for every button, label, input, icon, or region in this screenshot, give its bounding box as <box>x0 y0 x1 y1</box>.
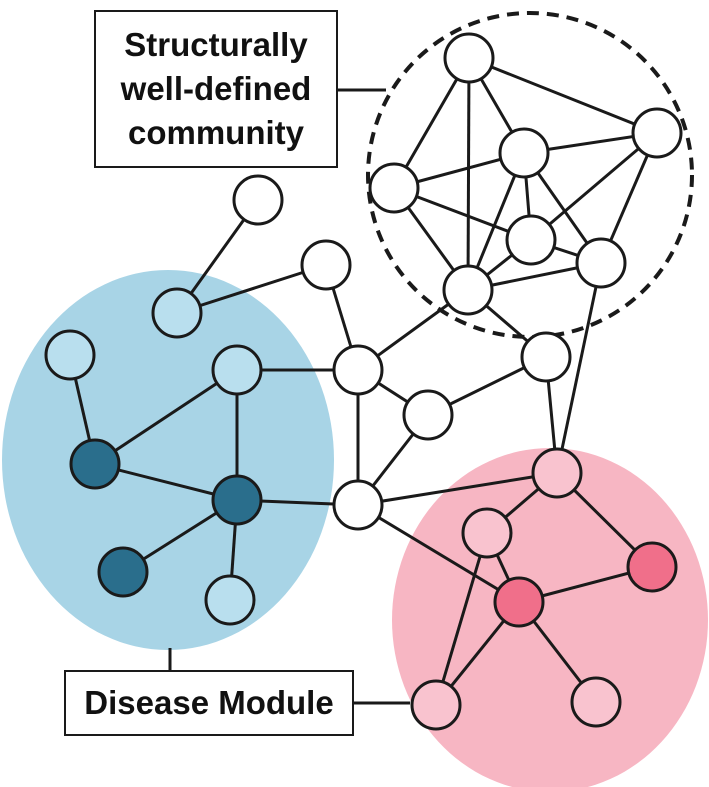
node-w6-white <box>332 479 384 531</box>
node-h1-hot-pink <box>493 576 545 628</box>
edge-c1-c5 <box>466 57 471 291</box>
edge-b1-d1 <box>94 368 238 466</box>
edge-c7-p4 <box>555 262 603 474</box>
edge-c2-c6 <box>530 131 658 242</box>
node-c7-white <box>575 237 627 289</box>
community-label-line-2: well-defined <box>120 70 312 107</box>
community-label-line-3: community <box>127 114 305 151</box>
disease-module-label: Disease Module <box>64 670 354 736</box>
node-b1-light-blue <box>211 344 263 396</box>
community-label: Structurally well-defined community <box>94 10 338 168</box>
node-p4-light-pink <box>531 447 583 499</box>
node-w1-white <box>232 174 284 226</box>
node-p2-light-pink <box>410 679 462 731</box>
edge-p1-p2 <box>434 532 489 706</box>
nodes-layer <box>44 32 683 731</box>
disease-module-pink-region <box>392 448 708 787</box>
node-c3-white <box>498 127 550 179</box>
edge-w6-p4 <box>357 471 558 507</box>
node-b3-light-blue <box>204 574 256 626</box>
node-c1-white <box>443 32 495 84</box>
node-w4-white <box>402 389 454 441</box>
community-label-line-1: Structurally <box>124 26 308 63</box>
node-b4-light-blue <box>151 287 203 339</box>
node-p3-light-pink <box>570 676 622 728</box>
node-h2-hot-pink <box>626 541 678 593</box>
node-d2-dark-teal <box>211 474 263 526</box>
node-w2-white <box>300 239 352 291</box>
edge-c1-c2 <box>468 56 658 135</box>
edge-b4-w2 <box>176 263 327 315</box>
node-w5-white <box>520 331 572 383</box>
node-c5-white <box>442 264 494 316</box>
community-dashed-circle <box>366 11 694 339</box>
node-c6-white <box>505 214 557 266</box>
node-w3-white <box>332 344 384 396</box>
disease-module-label-text: Disease Module <box>84 684 334 721</box>
node-b2-light-blue <box>44 329 96 381</box>
node-d1-dark-teal <box>69 438 121 490</box>
node-d3-dark-teal <box>97 546 149 598</box>
node-c4-white <box>368 162 420 214</box>
edge-w6-h1 <box>357 503 520 604</box>
node-p1-light-pink <box>461 507 513 559</box>
node-c2-white <box>631 107 683 159</box>
